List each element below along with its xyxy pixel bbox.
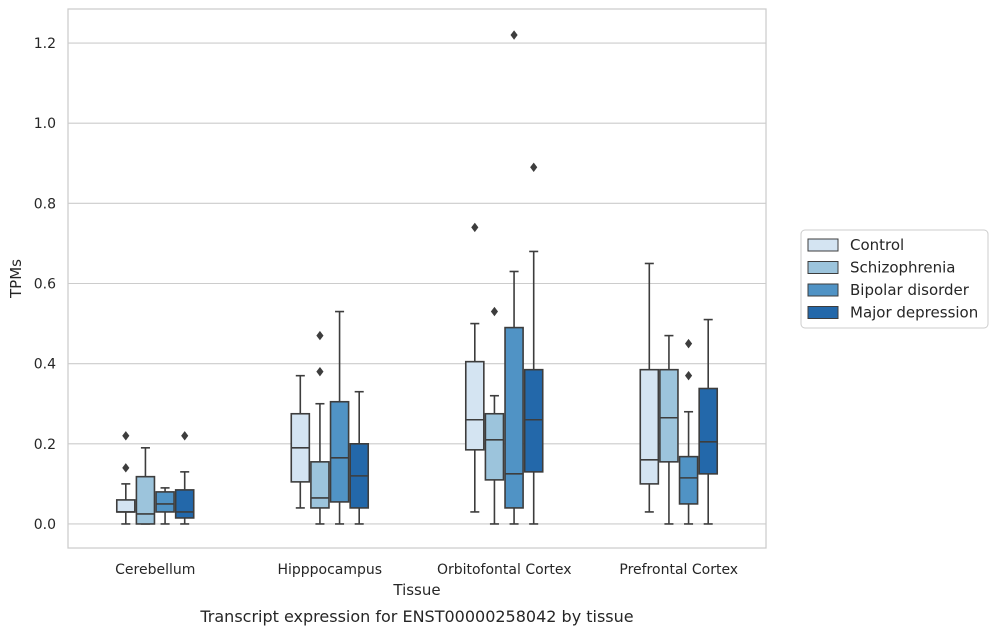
outlier-point bbox=[122, 463, 130, 473]
chart-caption: Transcript expression for ENST0000025804… bbox=[199, 607, 633, 626]
legend-item: Major depression bbox=[807, 304, 978, 322]
outlier-point bbox=[510, 30, 518, 40]
legend-swatch bbox=[807, 261, 839, 274]
box bbox=[174, 489, 195, 519]
box-group bbox=[135, 447, 156, 525]
boxes bbox=[115, 30, 719, 525]
outlier-point bbox=[490, 306, 499, 317]
box-group bbox=[698, 318, 719, 525]
y-tick-label: 0.2 bbox=[34, 437, 56, 453]
outlier-point bbox=[684, 370, 693, 381]
box bbox=[678, 455, 699, 505]
x-axis-label: Tissue bbox=[392, 581, 440, 599]
box bbox=[464, 360, 485, 451]
outlier-point bbox=[316, 366, 324, 377]
box bbox=[310, 461, 330, 509]
box-group bbox=[523, 162, 544, 525]
x-tick-label: Prefrontal Cortex bbox=[619, 562, 738, 578]
box bbox=[115, 499, 136, 513]
legend-frame bbox=[800, 229, 989, 329]
box bbox=[329, 400, 350, 503]
y-tick-labels: 0.0 0.2 0.4 0.6 0.8 1.0 1.2 bbox=[34, 36, 56, 533]
box-group bbox=[329, 310, 350, 525]
y-tick-label: 1.2 bbox=[34, 36, 56, 52]
box-group bbox=[639, 262, 660, 513]
box-group bbox=[115, 431, 136, 525]
legend-swatch bbox=[807, 238, 839, 252]
box bbox=[523, 368, 544, 473]
box-group bbox=[310, 330, 330, 525]
box-group bbox=[349, 390, 370, 525]
outlier-point bbox=[684, 338, 693, 349]
box bbox=[698, 387, 719, 475]
y-tick-label: 0.0 bbox=[34, 517, 56, 533]
box-group bbox=[174, 431, 195, 525]
legend-label: Major depression bbox=[850, 304, 978, 322]
box bbox=[484, 412, 505, 481]
y-tick-label: 1.0 bbox=[34, 116, 56, 132]
gridlines bbox=[68, 42, 766, 525]
box-group bbox=[290, 374, 311, 509]
plot-frame bbox=[67, 8, 767, 549]
legend-label: Schizophrenia bbox=[850, 259, 955, 277]
box-group bbox=[504, 30, 524, 525]
legend-item: Control bbox=[807, 236, 904, 254]
legend: Control Schizophrenia Bipolar disorder Majo… bbox=[800, 229, 989, 329]
y-tick-label: 0.4 bbox=[34, 357, 56, 373]
legend-item: Bipolar disorder bbox=[807, 281, 970, 299]
box-group bbox=[155, 487, 175, 525]
outlier-point bbox=[122, 431, 130, 441]
box-group bbox=[464, 222, 485, 513]
outlier-point bbox=[471, 222, 479, 233]
x-tick-label: Cerebellum bbox=[115, 562, 195, 578]
legend-item: Schizophrenia bbox=[807, 259, 955, 277]
box-group bbox=[659, 334, 679, 525]
x-tick-label: Orbitofontal Cortex bbox=[437, 562, 572, 578]
y-tick-label: 0.6 bbox=[34, 277, 56, 293]
y-tick-label: 0.8 bbox=[34, 196, 56, 212]
outlier-point bbox=[316, 330, 324, 341]
box-group bbox=[678, 338, 699, 525]
x-tick-labels: Cerebellum Hipppocampus Orbitofontal Corte… bbox=[115, 562, 738, 578]
legend-swatch bbox=[807, 283, 839, 297]
box bbox=[659, 368, 679, 463]
x-tick-label: Hipppocampus bbox=[277, 562, 382, 578]
box bbox=[135, 475, 156, 525]
box bbox=[155, 491, 175, 513]
box-group bbox=[484, 306, 505, 525]
box bbox=[504, 326, 524, 509]
y-axis-label: TPMs bbox=[7, 259, 25, 299]
legend-label: Control bbox=[850, 236, 904, 254]
outlier-point bbox=[181, 431, 189, 441]
legend-label: Bipolar disorder bbox=[850, 281, 970, 299]
legend-swatch bbox=[807, 306, 839, 319]
box bbox=[639, 368, 660, 485]
outlier-point bbox=[530, 162, 538, 172]
